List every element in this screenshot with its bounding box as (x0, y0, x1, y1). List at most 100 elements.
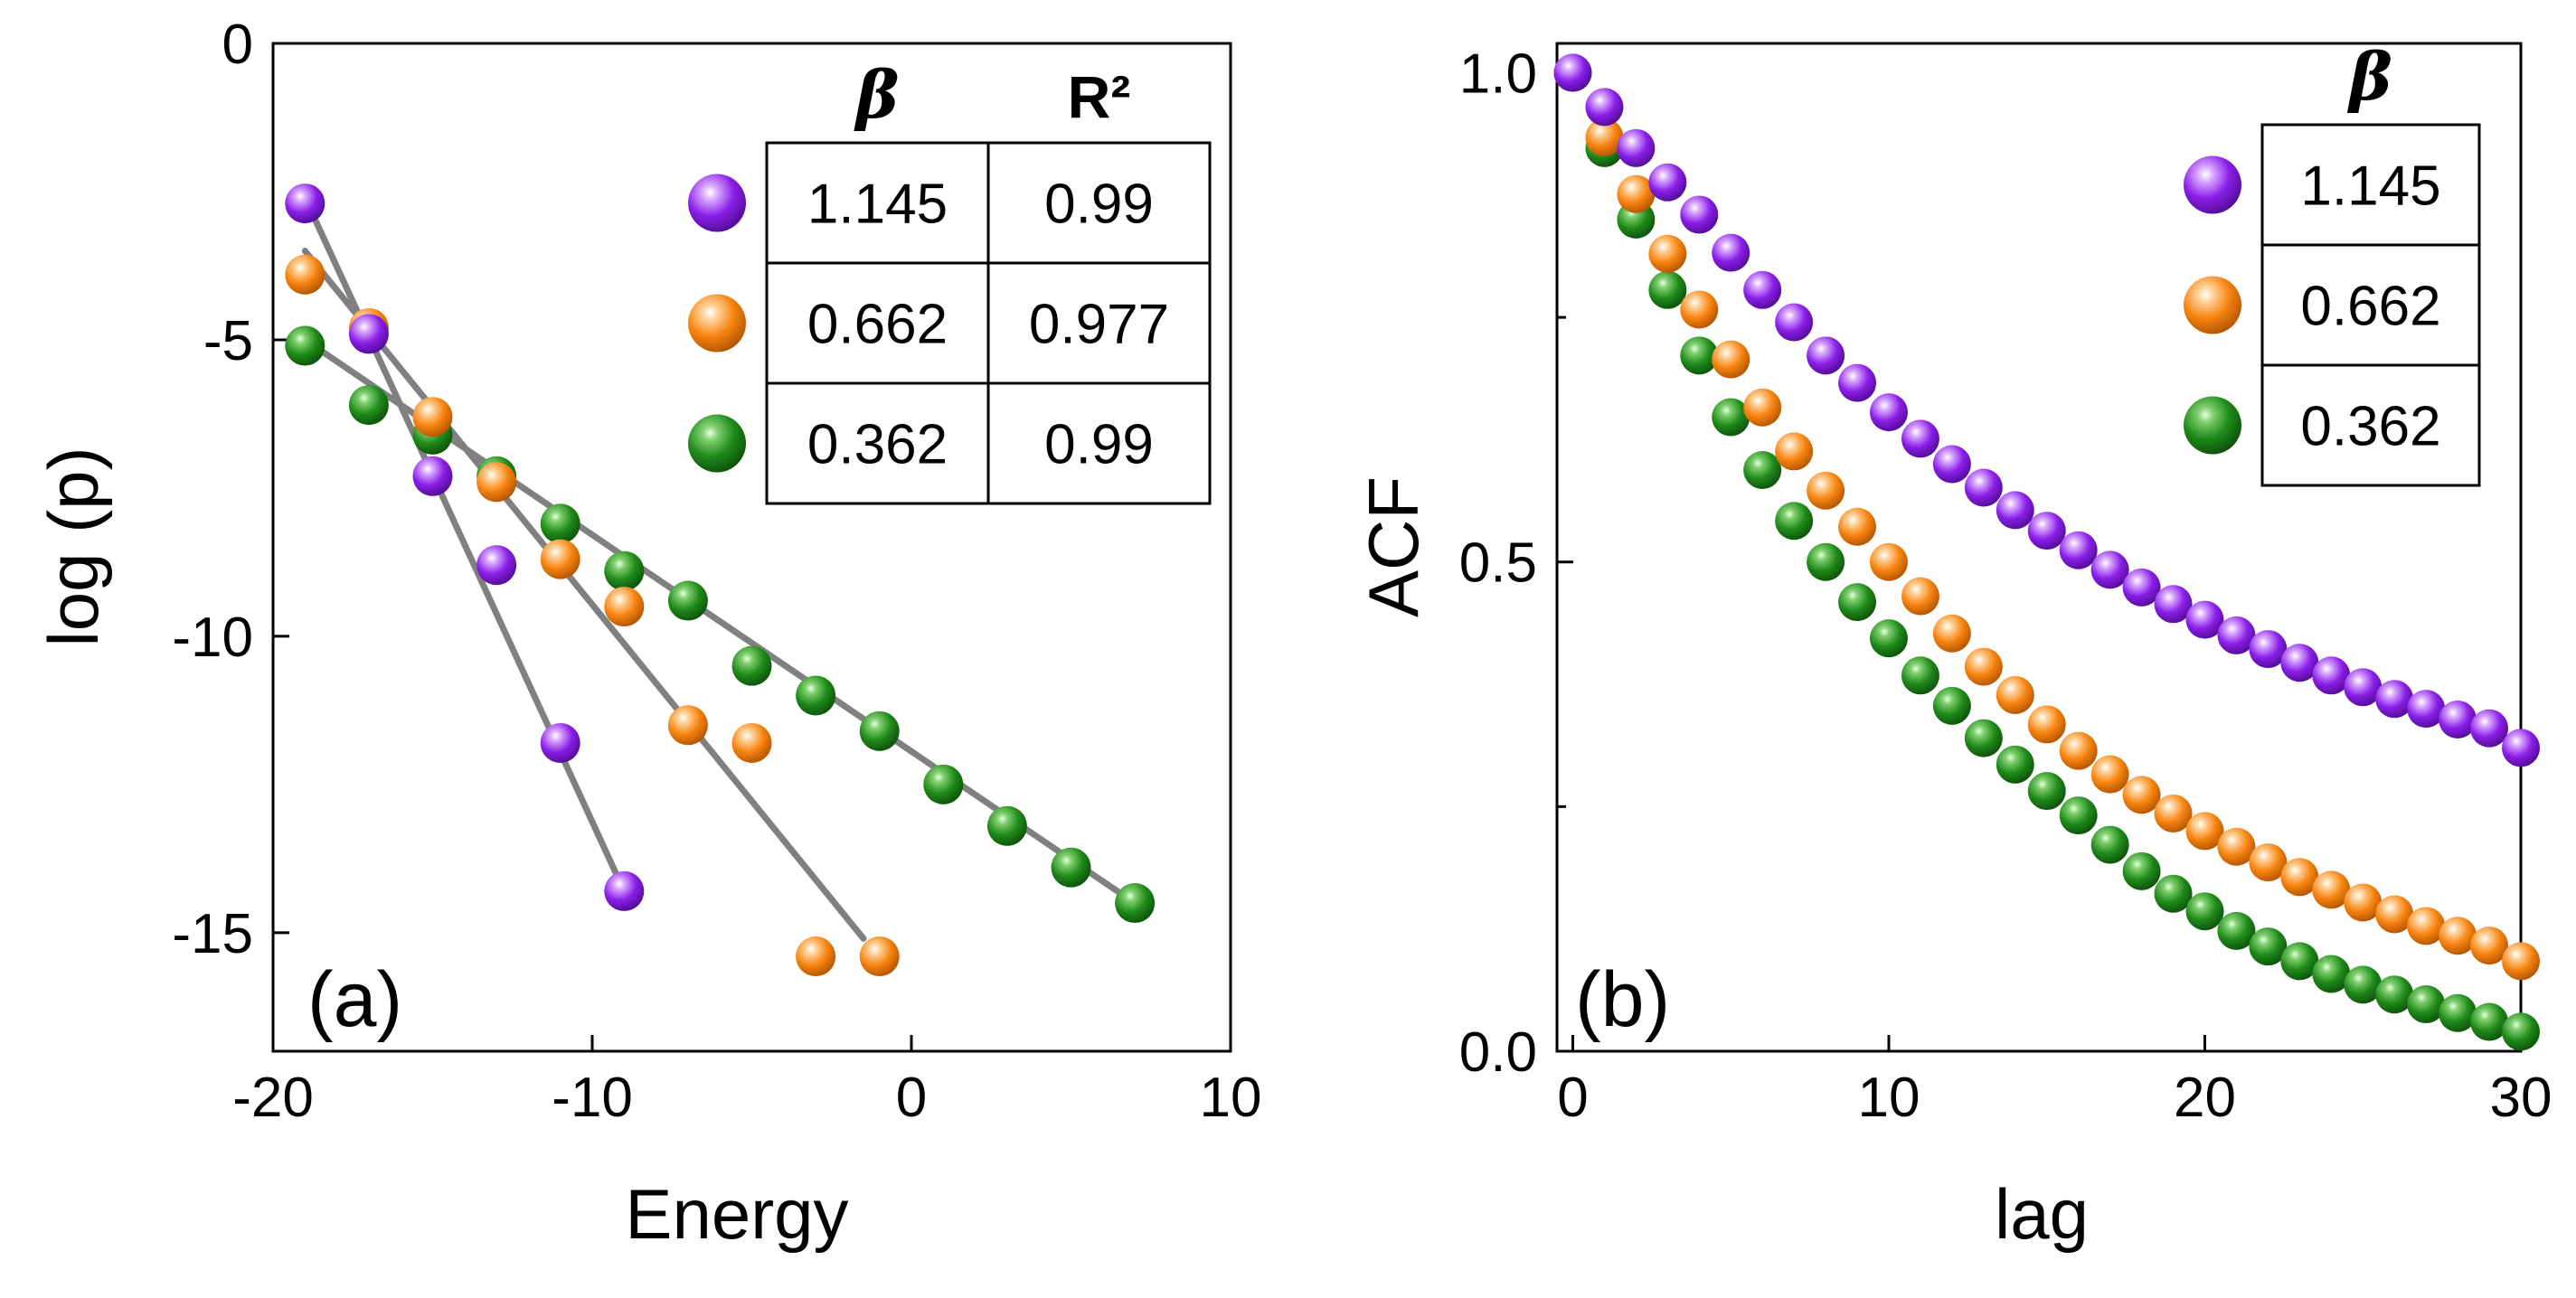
data-point-purple (2439, 701, 2477, 739)
data-point-purple (1553, 53, 1592, 92)
data-point-orange (796, 936, 836, 977)
data-point-orange (1648, 234, 1687, 273)
data-point-green (348, 385, 389, 426)
data-point-green (1869, 619, 1908, 658)
data-point-purple (2407, 690, 2446, 729)
data-point-purple (1617, 128, 1656, 167)
data-point-orange (604, 587, 645, 627)
legend-marker-green (688, 414, 746, 473)
data-point-green (604, 550, 645, 591)
data-point-purple (2375, 680, 2414, 719)
data-point-purple (1775, 303, 1814, 342)
data-point-orange (412, 397, 453, 437)
data-point-orange (1712, 340, 1750, 379)
data-point-green (2470, 1002, 2509, 1041)
legend-marker-orange (688, 294, 746, 353)
data-point-orange (2154, 794, 2193, 832)
data-point-orange (1869, 542, 1908, 581)
data-point-orange (2217, 827, 2256, 866)
data-point-green (2312, 955, 2351, 993)
data-point-green (540, 503, 580, 544)
data-point-green (923, 764, 964, 804)
data-point-green (1964, 719, 2003, 757)
data-point-orange (1775, 432, 1814, 471)
data-point-orange (1964, 647, 2003, 686)
data-point-purple (2027, 512, 2066, 550)
data-point-green (2439, 993, 2477, 1032)
ticks-b: 0 10 20 30 0.0 0.5 1.0 (1459, 42, 2552, 1129)
data-point-orange (1996, 675, 2034, 714)
data-point-green (859, 710, 900, 751)
data-point-purple (1743, 270, 1782, 309)
data-point-green (2217, 911, 2256, 950)
data-point-green (796, 675, 836, 716)
data-point-green (2280, 942, 2319, 981)
legend-beta-value: 0.662 (2300, 276, 2440, 338)
data-point-orange (2090, 755, 2129, 794)
data-point-orange (2249, 843, 2288, 882)
y-tick-label: 0 (222, 14, 253, 76)
data-point-orange (2312, 870, 2351, 909)
data-point-purple (2312, 656, 2351, 695)
data-point-purple (2059, 531, 2098, 569)
data-point-orange (1743, 388, 1782, 427)
fit-line-orange (301, 248, 867, 942)
data-point-purple (2154, 585, 2193, 624)
y-axis-title-b: ACF (1354, 476, 1433, 617)
beta-header: β (2346, 38, 2392, 115)
x-tick-label: 10 (1857, 1067, 1920, 1129)
data-point-purple (1901, 419, 1939, 458)
legend-beta-value: 0.362 (807, 414, 948, 476)
beta-header: β (854, 56, 900, 133)
legend-r2-value: 0.99 (1044, 414, 1154, 476)
data-point-purple (285, 183, 326, 224)
data-point-green (1996, 745, 2034, 784)
data-point-orange (1680, 290, 1719, 329)
plot-frame-a (271, 42, 1232, 1053)
data-point-orange (1838, 507, 1877, 546)
data-point-purple (2185, 600, 2224, 639)
legend-grid (2260, 123, 2481, 487)
data-point-purple (2217, 616, 2256, 654)
legend-table-b: β 1.145 0.662 0.362 (2184, 38, 2481, 487)
data-point-purple (412, 456, 453, 496)
data-point-orange (2470, 926, 2509, 965)
data-point-orange (477, 462, 517, 503)
data-point-green (1775, 502, 1814, 541)
x-axis-title-a: Energy (625, 1174, 848, 1254)
ticks-a: -20 -10 0 10 0 -5 -10 -15 (172, 14, 1261, 1129)
data-point-purple (1838, 363, 1877, 402)
data-point-green (2154, 874, 2193, 913)
data-point-orange (2185, 812, 2224, 851)
y-tick-label: -10 (172, 607, 253, 669)
data-point-purple (540, 722, 580, 763)
data-point-purple (1648, 163, 1687, 202)
x-tick-label: 20 (2174, 1067, 2236, 1129)
data-point-purple (2470, 709, 2509, 748)
legend-marker-purple (2184, 155, 2241, 214)
data-point-orange (540, 539, 580, 579)
data-point-green (1712, 398, 1750, 437)
data-point-green (1648, 270, 1687, 309)
x-tick-label: -10 (552, 1067, 633, 1129)
data-point-orange (2375, 895, 2414, 934)
data-point-purple (1869, 393, 1908, 432)
data-points-b (1553, 53, 2540, 1051)
data-point-orange (667, 705, 708, 746)
data-point-orange (731, 722, 772, 763)
x-tick-label: 0 (896, 1067, 927, 1129)
data-point-orange (2407, 907, 2446, 945)
x-tick-label: 10 (1200, 1067, 1262, 1129)
data-point-green (731, 645, 772, 686)
data-point-orange (2280, 858, 2319, 897)
data-point-green (2122, 851, 2161, 890)
legend-r2-value: 0.99 (1044, 174, 1154, 236)
data-point-purple (348, 314, 389, 354)
data-point-green (1680, 336, 1719, 375)
data-point-purple (1807, 336, 1845, 375)
data-point-orange (2122, 776, 2161, 814)
data-point-orange (2027, 705, 2066, 744)
data-point-purple (477, 545, 517, 586)
legend-marker-orange (2184, 276, 2241, 334)
